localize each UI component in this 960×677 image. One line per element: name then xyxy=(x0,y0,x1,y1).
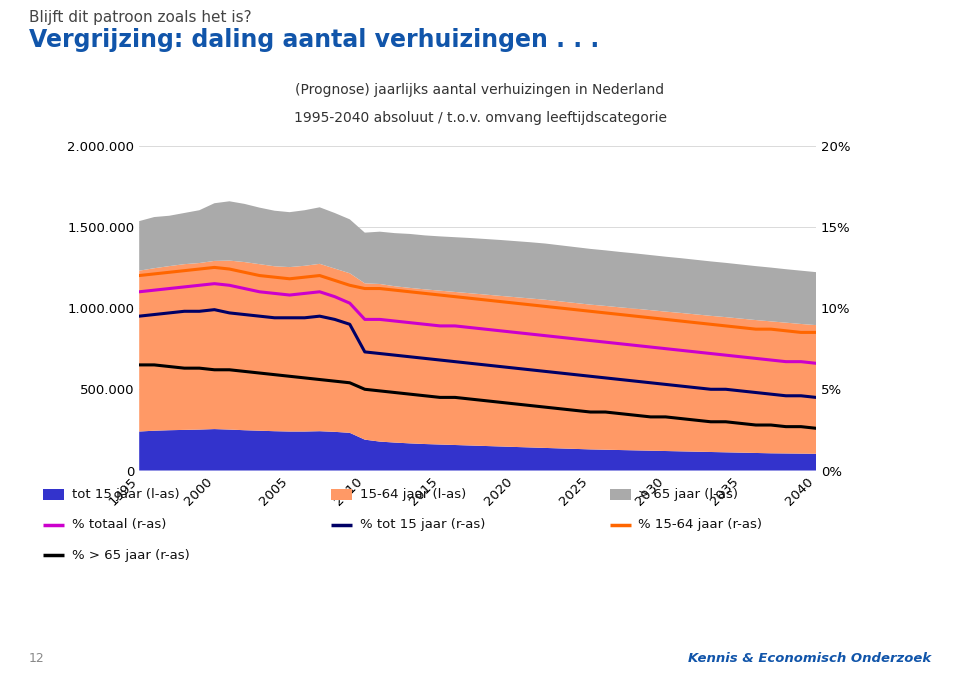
Text: % tot 15 jaar (r-as): % tot 15 jaar (r-as) xyxy=(360,518,486,531)
Text: 1995-2040 absoluut / t.o.v. omvang leeftijdscategorie: 1995-2040 absoluut / t.o.v. omvang leeft… xyxy=(294,111,666,125)
Text: Blijft dit patroon zoals het is?: Blijft dit patroon zoals het is? xyxy=(29,10,252,25)
Text: 12: 12 xyxy=(29,652,44,665)
Text: % totaal (r-as): % totaal (r-as) xyxy=(72,518,166,531)
Text: Kennis & Economisch Onderzoek: Kennis & Economisch Onderzoek xyxy=(688,652,931,665)
Text: > 65 jaar (l-as): > 65 jaar (l-as) xyxy=(638,487,738,501)
Text: 15-64 jaar (l-as): 15-64 jaar (l-as) xyxy=(360,487,467,501)
Text: (Prognose) jaarlijks aantal verhuizingen in Nederland: (Prognose) jaarlijks aantal verhuizingen… xyxy=(296,83,664,97)
Text: % > 65 jaar (r-as): % > 65 jaar (r-as) xyxy=(72,548,190,562)
Text: % 15-64 jaar (r-as): % 15-64 jaar (r-as) xyxy=(638,518,762,531)
Text: tot 15 jaar (l-as): tot 15 jaar (l-as) xyxy=(72,487,180,501)
Text: Vergrijzing: daling aantal verhuizingen . . .: Vergrijzing: daling aantal verhuizingen … xyxy=(29,28,599,52)
